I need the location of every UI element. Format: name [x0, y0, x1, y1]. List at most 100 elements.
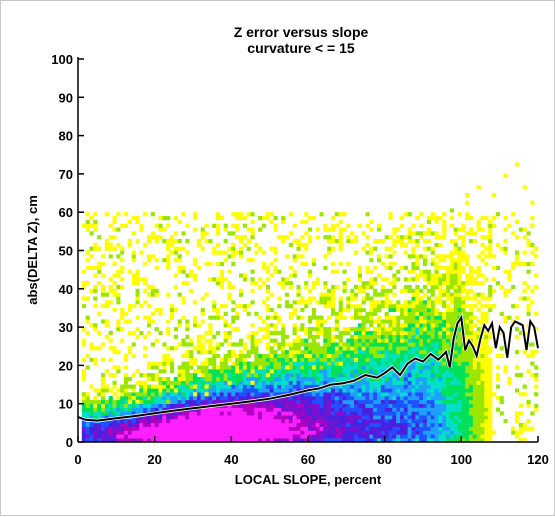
heatmap-cell	[407, 284, 412, 290]
heatmap-cell	[380, 392, 385, 397]
heatmap-cell	[423, 426, 428, 431]
heatmap-cell	[396, 392, 401, 397]
heatmap-cell	[380, 284, 385, 290]
heatmap-cell	[357, 426, 362, 431]
heatmap-cell	[492, 288, 497, 293]
heatmap-cell	[503, 315, 508, 320]
heatmap-cell	[239, 392, 244, 397]
heatmap-cell	[384, 365, 389, 370]
heatmap-cell	[254, 380, 259, 385]
heatmap-cell	[185, 239, 190, 244]
heatmap-cell	[515, 304, 520, 309]
heatmap-cell	[97, 235, 102, 240]
heatmap-cell	[177, 380, 182, 385]
heatmap-cell	[170, 399, 175, 404]
heatmap-cell	[308, 426, 313, 431]
heatmap-cell	[373, 403, 378, 408]
heatmap-cell	[449, 250, 454, 255]
heatmap-cell	[327, 411, 332, 416]
heatmap-cell	[162, 426, 167, 431]
heatmap-cell	[411, 246, 416, 251]
heatmap-cell	[104, 242, 109, 247]
heatmap-cell	[438, 258, 443, 263]
heatmap-cell	[277, 269, 282, 274]
heatmap-cell	[518, 422, 523, 427]
heatmap-cell	[285, 396, 290, 401]
heatmap-cell	[323, 419, 328, 424]
heatmap-cell	[388, 399, 393, 404]
heatmap-cell	[400, 376, 405, 382]
heatmap-cell	[361, 380, 366, 385]
heatmap-cell	[216, 438, 221, 443]
heatmap-cell	[446, 392, 451, 397]
heatmap-cell	[208, 373, 213, 378]
heatmap-cell	[350, 407, 355, 412]
heatmap-cell	[331, 246, 336, 251]
heatmap-cell	[342, 434, 347, 439]
heatmap-cell	[112, 407, 117, 412]
heatmap-cell	[495, 265, 500, 270]
heatmap-cell	[277, 438, 282, 443]
heatmap-cell	[158, 438, 163, 443]
heatmap-cell	[434, 315, 439, 320]
heatmap-cell	[150, 365, 155, 370]
heatmap-cell	[285, 353, 290, 359]
heatmap-cell	[472, 292, 477, 297]
heatmap-cell	[116, 399, 121, 404]
heatmap-cell	[342, 396, 347, 401]
heatmap-cell	[227, 350, 232, 355]
heatmap-cell	[434, 399, 439, 404]
heatmap-cell	[185, 411, 190, 416]
heatmap-cell	[377, 411, 382, 416]
heatmap-cell	[354, 411, 359, 416]
heatmap-cell	[361, 411, 366, 416]
heatmap-cell	[323, 330, 328, 336]
heatmap-cell	[300, 369, 305, 374]
heatmap-cell	[346, 223, 351, 228]
heatmap-cell	[488, 365, 493, 370]
heatmap-cell	[453, 392, 458, 397]
heatmap-cell	[124, 212, 129, 217]
heatmap-cell	[254, 353, 259, 359]
heatmap-cell	[346, 261, 351, 267]
heatmap-cell	[265, 422, 270, 427]
heatmap-cell	[288, 273, 293, 278]
heatmap-cell	[392, 426, 397, 431]
heatmap-cell	[354, 365, 359, 370]
heatmap-cell	[285, 434, 290, 439]
heatmap-cell	[135, 438, 140, 443]
heatmap-cell	[81, 338, 86, 343]
heatmap-cell	[354, 399, 359, 404]
heatmap-cell	[319, 403, 324, 408]
heatmap-cell	[173, 307, 178, 313]
heatmap-cell	[369, 415, 374, 420]
heatmap-cell	[239, 342, 244, 347]
heatmap-cell	[219, 250, 224, 255]
heatmap-cell	[334, 239, 339, 244]
heatmap-cell	[388, 342, 393, 347]
heatmap-cell	[331, 284, 336, 290]
heatmap-cell	[331, 300, 336, 305]
heatmap-cell	[484, 415, 489, 420]
heatmap-cell	[116, 411, 121, 416]
heatmap-cell	[181, 426, 186, 431]
heatmap-cell	[131, 388, 136, 393]
heatmap-cell	[200, 399, 205, 404]
heatmap-cell	[388, 288, 393, 293]
heatmap-cell	[449, 327, 454, 332]
heatmap-cell	[239, 384, 244, 389]
heatmap-cell	[484, 411, 489, 416]
heatmap-cell	[403, 373, 408, 378]
heatmap-cell	[227, 434, 232, 439]
heatmap-cell	[208, 422, 213, 427]
heatmap-cell	[323, 369, 328, 374]
heatmap-cell	[311, 353, 316, 359]
heatmap-cell	[104, 388, 109, 393]
heatmap-cell	[158, 380, 163, 385]
heatmap-cell	[430, 338, 435, 343]
heatmap-cell	[342, 430, 347, 435]
heatmap-cell	[254, 361, 259, 366]
heatmap-cell	[338, 415, 343, 420]
heatmap-cell	[304, 392, 309, 397]
heatmap-cell	[139, 227, 144, 232]
